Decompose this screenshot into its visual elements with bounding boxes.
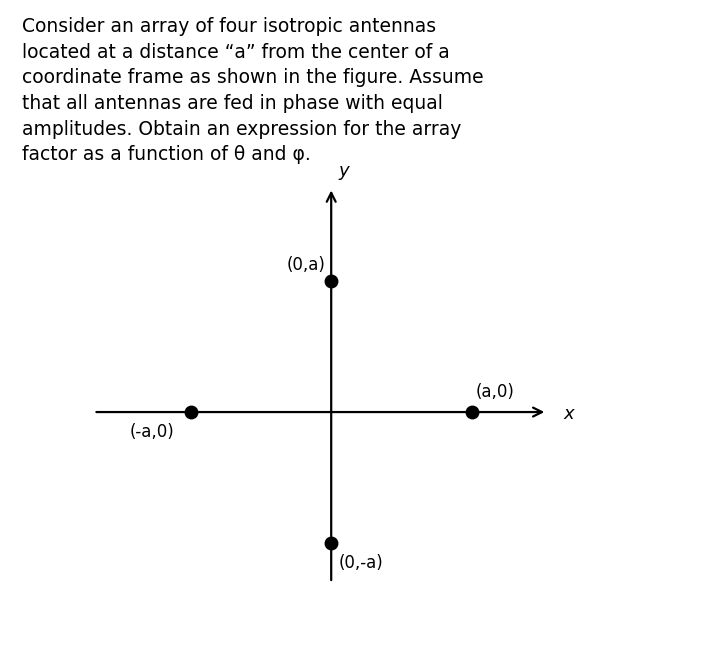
Text: Consider an array of four isotropic antennas
located at a distance “a” from the : Consider an array of four isotropic ante…: [22, 17, 483, 165]
Text: (-a,0): (-a,0): [130, 423, 174, 441]
Text: x: x: [563, 405, 574, 423]
Text: (0,a): (0,a): [287, 256, 325, 273]
Text: y: y: [339, 161, 349, 180]
Text: (0,-a): (0,-a): [338, 554, 383, 572]
Text: (a,0): (a,0): [475, 383, 514, 401]
